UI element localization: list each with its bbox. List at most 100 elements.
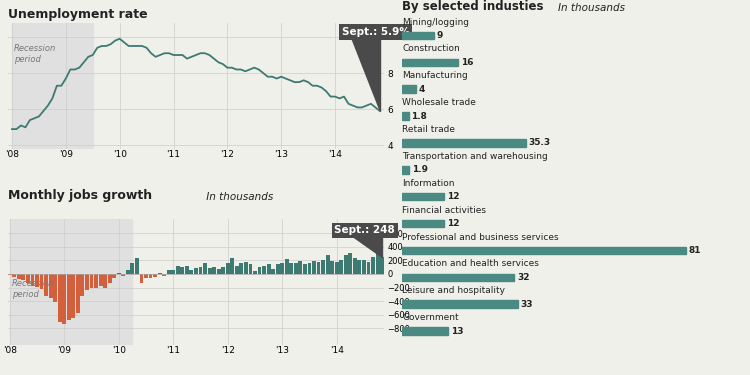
Bar [402, 273, 514, 281]
Bar [8, 274, 12, 275]
Bar [402, 220, 444, 227]
Bar [144, 274, 148, 278]
Polygon shape [349, 32, 380, 111]
Text: 9: 9 [436, 31, 443, 40]
Text: 32: 32 [518, 273, 530, 282]
Text: Mining/logging: Mining/logging [402, 18, 470, 27]
Bar [153, 274, 157, 277]
Text: 12: 12 [447, 219, 460, 228]
Bar [248, 264, 252, 274]
Bar [402, 32, 433, 39]
Bar [321, 260, 325, 274]
Bar [31, 274, 34, 286]
Bar [67, 274, 70, 320]
Bar [312, 261, 316, 274]
Bar [71, 274, 75, 318]
Bar [303, 264, 307, 274]
Bar [35, 274, 39, 287]
Bar [171, 270, 176, 274]
Bar [203, 263, 207, 274]
Text: Government: Government [402, 313, 459, 322]
Text: Unemployment rate: Unemployment rate [8, 8, 147, 21]
Bar [358, 260, 362, 274]
Bar [94, 274, 98, 288]
Bar [148, 274, 152, 278]
Text: 35.3: 35.3 [529, 138, 551, 147]
Bar [158, 273, 161, 274]
Bar [44, 274, 48, 296]
Text: 33: 33 [520, 300, 533, 309]
Bar [330, 261, 334, 274]
Bar [22, 274, 26, 280]
Bar [367, 262, 370, 274]
Bar [130, 262, 134, 274]
Bar [76, 274, 80, 313]
Bar [217, 268, 220, 274]
Bar [166, 270, 171, 274]
Text: Monthly jobs growth: Monthly jobs growth [8, 189, 152, 202]
Text: 81: 81 [689, 246, 701, 255]
Bar [235, 266, 238, 274]
Bar [135, 258, 139, 274]
Text: By selected industies: By selected industies [402, 0, 544, 13]
Bar [190, 270, 194, 274]
Bar [104, 274, 107, 288]
Text: 4: 4 [419, 85, 425, 94]
Bar [298, 261, 302, 274]
Bar [376, 252, 380, 274]
Text: Construction: Construction [402, 44, 460, 53]
Bar [13, 274, 16, 278]
Bar [85, 274, 89, 290]
Bar [276, 264, 280, 274]
Text: Education and health services: Education and health services [402, 260, 539, 268]
Bar [58, 274, 62, 322]
Bar [267, 264, 271, 274]
Bar [272, 269, 275, 274]
Bar [162, 274, 166, 276]
Text: Manufacturing: Manufacturing [402, 71, 468, 80]
Text: Leisure and hospitality: Leisure and hospitality [402, 286, 506, 295]
Bar [176, 266, 180, 274]
Bar [230, 258, 234, 274]
Text: 13: 13 [451, 327, 463, 336]
Bar [262, 266, 266, 274]
Bar [185, 266, 189, 274]
Bar [402, 166, 409, 174]
Bar [126, 270, 130, 274]
Bar [122, 274, 125, 276]
Text: Sept.: 248: Sept.: 248 [334, 225, 395, 235]
Bar [402, 139, 526, 147]
Text: 1.8: 1.8 [411, 111, 428, 120]
Bar [181, 267, 184, 274]
Polygon shape [341, 228, 382, 257]
Bar [402, 327, 448, 335]
Bar [89, 274, 94, 288]
Text: Wholesale trade: Wholesale trade [402, 98, 476, 107]
Bar [221, 267, 225, 274]
Bar [99, 274, 103, 286]
Bar [371, 256, 375, 274]
Bar [280, 263, 284, 274]
Text: 16: 16 [461, 58, 473, 67]
Bar [12, 22, 93, 149]
Bar [362, 260, 366, 274]
Bar [257, 267, 262, 274]
Bar [194, 268, 198, 274]
Bar [402, 193, 444, 200]
Text: Information: Information [402, 179, 454, 188]
Bar [402, 247, 686, 254]
Bar [80, 274, 84, 296]
Bar [308, 263, 311, 274]
Bar [112, 274, 116, 278]
Bar [40, 274, 44, 289]
Text: In thousands: In thousands [203, 192, 274, 202]
Bar [353, 258, 357, 274]
Text: In thousands: In thousands [559, 3, 626, 13]
Text: Recession
period: Recession period [14, 44, 56, 64]
Bar [344, 255, 348, 274]
Text: Financial activities: Financial activities [402, 206, 486, 214]
Bar [208, 268, 212, 274]
Bar [285, 259, 289, 274]
Bar [53, 274, 57, 302]
Bar [17, 274, 21, 279]
